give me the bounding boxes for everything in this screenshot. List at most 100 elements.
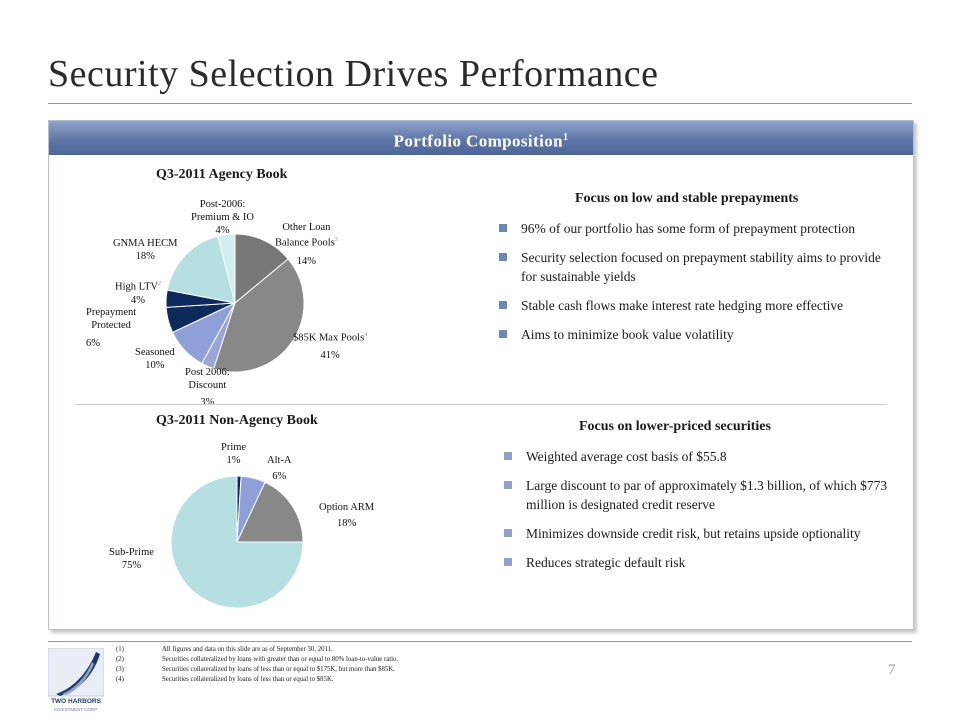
- pie-slice-other-loan-balance-pools: [234, 233, 289, 305]
- page-number: 7: [888, 662, 896, 678]
- label-post-2006-discount: Post 2006: Discount 3%: [185, 366, 230, 409]
- agency-chart-title: Q3-2011 Agency Book: [156, 167, 288, 182]
- list-item: Stable cash flows make interest rate hed…: [499, 296, 899, 315]
- label-text: Sub-Prime: [109, 547, 154, 558]
- footnote-number: (1): [116, 646, 124, 653]
- label-text: Post-2006:: [199, 199, 246, 210]
- label-text: Option ARM: [319, 502, 375, 513]
- label-gnma-hecm: GNMA HECM 18%: [113, 237, 177, 263]
- pie-slice-sub-prime: [170, 475, 304, 609]
- list-item: Minimizes downside credit risk, but reta…: [504, 524, 914, 543]
- label-prepayment-protected: Prepayment Protected 6%: [86, 306, 136, 350]
- label-85k-max-pools: $85K Max Pools4 41%: [293, 329, 367, 362]
- panel-header: Portfolio Composition1: [49, 121, 913, 155]
- bullet-square-icon: [499, 224, 507, 232]
- slide-title: Security Selection Drives Performance: [48, 53, 659, 95]
- label-text: Discount: [188, 380, 227, 391]
- panel-header-text: Portfolio Composition: [393, 131, 563, 151]
- bullet-square-icon: [504, 481, 512, 489]
- label-text: GNMA HECM: [113, 238, 178, 249]
- footnote-text: Securities collateralized by loans of le…: [162, 676, 334, 683]
- footnote-text: All figures and data on this slide are a…: [162, 646, 333, 653]
- list-item: Aims to minimize book value volatility: [499, 325, 899, 344]
- label-percent: 4%: [131, 294, 146, 306]
- label-text: Alt-A: [267, 455, 292, 466]
- footnote-number: (2): [116, 656, 124, 663]
- footnote-marker: 2: [158, 281, 162, 287]
- label-text: Post 2006:: [185, 367, 230, 378]
- footnotes: (1) All figures and data on this slide ar…: [116, 645, 398, 685]
- bullet-square-icon: [499, 301, 507, 309]
- logo-wordmark: TWO HARBORS: [51, 698, 101, 705]
- nonagency-bullet-list: Weighted average cost basis of $55.8 Lar…: [504, 447, 914, 572]
- bullet-square-icon: [504, 558, 512, 566]
- footnote-number: (4): [116, 676, 124, 683]
- label-other-loan-balance-pools: Other Loan Balance Pools3 14%: [275, 221, 338, 268]
- label-sub-prime: Sub-Prime 75%: [109, 546, 154, 572]
- footnote-item: (1) All figures and data on this slide ar…: [116, 645, 398, 655]
- agency-focus-title: Focus on low and stable prepayments: [575, 191, 799, 206]
- label-post-2006-premium-io: Post-2006: Premium & IO 4%: [191, 198, 254, 237]
- label-percent: 75%: [121, 560, 142, 571]
- bullet-square-icon: [504, 529, 512, 537]
- footnote-marker: 3: [334, 237, 338, 243]
- label-option-arm: Option ARM 18%: [319, 501, 374, 530]
- label-percent: 14%: [296, 255, 317, 267]
- list-item: Security selection focused on prepayment…: [499, 248, 899, 286]
- label-text: Prepayment: [86, 307, 137, 318]
- pie-slice-85k-max-pools: [213, 258, 305, 373]
- bullet-square-icon: [504, 452, 512, 460]
- label-percent: 41%: [320, 349, 340, 361]
- bullet-text: Large discount to par of approximately $…: [526, 478, 888, 512]
- label-alt-a: Alt-A 6%: [267, 454, 292, 483]
- bullet-text: Security selection focused on prepayment…: [521, 250, 881, 284]
- label-text: Balance Pools: [275, 237, 335, 249]
- pie-slice-option-arm: [236, 481, 304, 543]
- portfolio-composition-panel: Portfolio Composition1 Q3-2011 Agency Bo…: [48, 120, 914, 630]
- label-seasoned: Seasoned 10%: [135, 346, 175, 372]
- bullet-text: Reduces strategic default risk: [526, 555, 686, 570]
- label-percent: 6%: [86, 338, 100, 349]
- label-text: Other Loan: [282, 222, 331, 233]
- pie-slice-gnma-hecm: [166, 235, 236, 304]
- label-percent: 4%: [215, 225, 230, 236]
- footnote-item: (2) Securities collateralized by loans wi…: [116, 655, 398, 665]
- label-high-ltv: High LTV2 4%: [115, 278, 161, 307]
- pie-slice-post-2006-premium-io: [217, 233, 236, 304]
- footer-divider: [48, 641, 912, 642]
- bullet-text: Stable cash flows make interest rate hed…: [521, 298, 844, 313]
- footnote-item: (4) Securities collateralized by loans of…: [116, 675, 398, 685]
- bullet-text: 96% of our portfolio has some form of pr…: [521, 221, 856, 236]
- footnote-number: (3): [116, 666, 124, 673]
- title-divider: [48, 103, 912, 104]
- footnote-text: Securities collateralized by loans of le…: [162, 666, 395, 673]
- label-percent: 6%: [272, 471, 287, 482]
- nonagency-chart-title: Q3-2011 Non-Agency Book: [156, 413, 318, 428]
- agency-bullet-list: 96% of our portfolio has some form of pr…: [499, 219, 899, 344]
- label-text: $85K Max Pools: [293, 332, 365, 344]
- bullet-square-icon: [499, 253, 507, 261]
- two-harbors-logo-icon: [48, 648, 104, 697]
- nonagency-pie-chart: [170, 475, 304, 609]
- label-text: Prime: [221, 442, 247, 453]
- footnote-text: Securities collateralized by loans with …: [162, 656, 399, 663]
- label-percent: 18%: [336, 518, 357, 529]
- label-text: Seasoned: [135, 347, 175, 358]
- footnote-item: (3) Securities collateralized by loans of…: [116, 665, 398, 675]
- agency-pie-chart: [165, 233, 305, 373]
- list-item: Reduces strategic default risk: [504, 553, 914, 572]
- list-item: Weighted average cost basis of $55.8: [504, 447, 914, 466]
- footnote-marker: 4: [364, 332, 368, 338]
- label-percent: 1%: [226, 455, 241, 466]
- logo-subtitle: INVESTMENT CORP.: [54, 707, 98, 712]
- label-text: Protected: [91, 320, 131, 331]
- bullet-square-icon: [499, 330, 507, 338]
- bullet-text: Aims to minimize book value volatility: [521, 327, 734, 342]
- label-prime: Prime 1%: [221, 441, 246, 467]
- label-text: Premium & IO: [191, 212, 254, 223]
- section-divider: [75, 404, 887, 405]
- label-percent: 18%: [135, 251, 155, 262]
- label-text: High LTV: [115, 281, 159, 293]
- panel-header-footnote: 1: [563, 132, 569, 143]
- bullet-text: Minimizes downside credit risk, but reta…: [526, 526, 861, 541]
